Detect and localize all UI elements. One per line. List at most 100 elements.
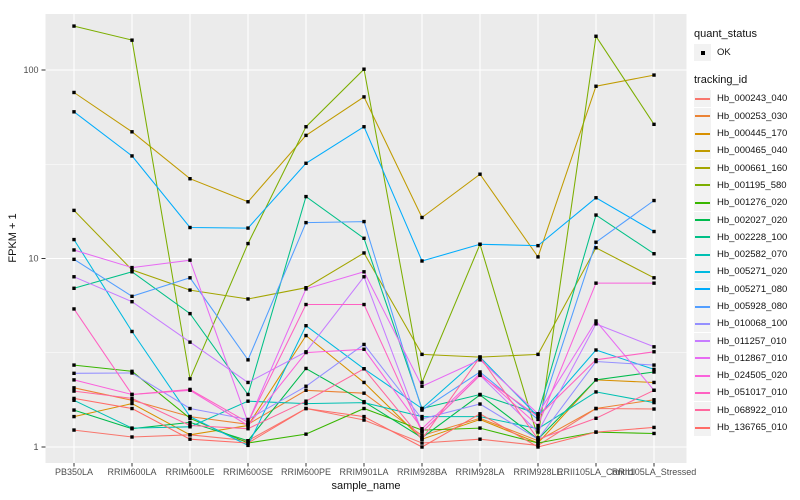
data-point (246, 441, 250, 445)
line-key-box (694, 384, 711, 402)
legend-item-Hb_002582_070: Hb_002582_070 (694, 246, 798, 264)
legend-line-swatch (695, 426, 710, 429)
data-point (72, 237, 76, 242)
legend-label: Hb_000661_160 (717, 162, 788, 174)
data-point (362, 236, 366, 240)
legend-line-swatch (695, 149, 710, 152)
line-key-box (694, 90, 711, 108)
line-key-box (694, 419, 711, 437)
data-point (188, 416, 192, 420)
line-key-box (694, 228, 711, 246)
data-point (594, 240, 598, 244)
y-tick-label: 10 (28, 254, 38, 264)
legend-line-swatch (695, 357, 710, 360)
legend-label: Hb_001195_580 (717, 179, 787, 191)
legend-item-Hb_136765_010: Hb_136765_010 (694, 419, 798, 437)
legend-label: Hb_000253_030 (717, 110, 788, 122)
data-point (652, 407, 656, 411)
legend-item-Hb_000253_030: Hb_000253_030 (694, 107, 798, 125)
data-point (188, 258, 192, 262)
data-point (72, 307, 76, 311)
data-point (72, 386, 76, 390)
line-key-box (694, 125, 711, 143)
data-point (362, 342, 366, 347)
data-point (246, 427, 250, 431)
legend-line-swatch (695, 253, 710, 256)
x-tick-label: RRIM928LE (513, 467, 562, 477)
line-key-box (694, 246, 711, 264)
x-tick-label: PB350LA (55, 467, 93, 477)
data-point (72, 414, 76, 419)
data-point (130, 401, 134, 406)
data-point (652, 425, 656, 430)
data-point (130, 294, 134, 299)
data-point (188, 276, 192, 280)
legend-line-swatch (695, 201, 710, 204)
data-point (130, 406, 134, 411)
data-point (72, 275, 76, 279)
data-point (246, 380, 250, 385)
data-point (130, 329, 134, 334)
data-point (478, 358, 482, 362)
data-point (536, 445, 540, 449)
data-point (72, 378, 76, 382)
data-point (362, 275, 366, 279)
legend-label: Hb_005271_080 (717, 283, 788, 295)
data-point (362, 95, 366, 99)
legend-item-Hb_000465_040: Hb_000465_040 (694, 142, 798, 160)
data-point (536, 417, 540, 422)
data-point (72, 398, 76, 402)
data-point (130, 299, 134, 304)
data-point (652, 350, 656, 354)
data-point (188, 225, 192, 230)
legend-label: Hb_068922_010 (717, 404, 788, 416)
line-key-box (694, 349, 711, 367)
data-point (304, 366, 308, 371)
legend-line-swatch (695, 132, 710, 135)
data-point (420, 259, 424, 263)
data-point (478, 172, 482, 176)
data-point (536, 255, 540, 259)
data-point (362, 406, 366, 411)
line-key-box (694, 367, 711, 385)
data-point (652, 281, 656, 285)
data-point (420, 384, 424, 388)
line-key-box (694, 263, 711, 281)
legend-line-swatch (695, 97, 710, 100)
legend-line-swatch (695, 219, 710, 222)
data-point (304, 133, 308, 138)
line-key-box (694, 401, 711, 419)
data-point (652, 367, 656, 372)
data-point (652, 198, 656, 203)
x-tick-label: RRIM928LA (455, 467, 504, 477)
data-point (304, 302, 308, 307)
legend-item-Hb_002228_100: Hb_002228_100 (694, 228, 798, 246)
legend-line-swatch (695, 391, 710, 394)
line-key-box (694, 194, 711, 212)
data-point (72, 363, 76, 367)
data-point (130, 130, 134, 134)
data-point (594, 348, 598, 352)
data-point (72, 371, 76, 376)
data-point (362, 302, 366, 307)
data-point (536, 423, 540, 428)
legend-label: Hb_024505_020 (717, 370, 788, 382)
data-point (652, 370, 656, 374)
data-point (594, 358, 598, 362)
data-point (72, 208, 76, 213)
line-key-box (694, 176, 711, 194)
data-point (304, 194, 308, 199)
data-point (420, 417, 424, 421)
data-point (304, 333, 308, 338)
data-point (72, 24, 76, 28)
data-point (362, 414, 366, 419)
data-point (304, 125, 308, 129)
data-point (304, 388, 308, 392)
data-point (362, 219, 366, 224)
x-tick-label: RRIM600SE (223, 467, 273, 477)
data-point (188, 177, 192, 181)
legend-label: Hb_002027_020 (717, 214, 788, 226)
data-point (594, 390, 598, 394)
data-point (478, 373, 482, 378)
data-point (246, 297, 250, 301)
